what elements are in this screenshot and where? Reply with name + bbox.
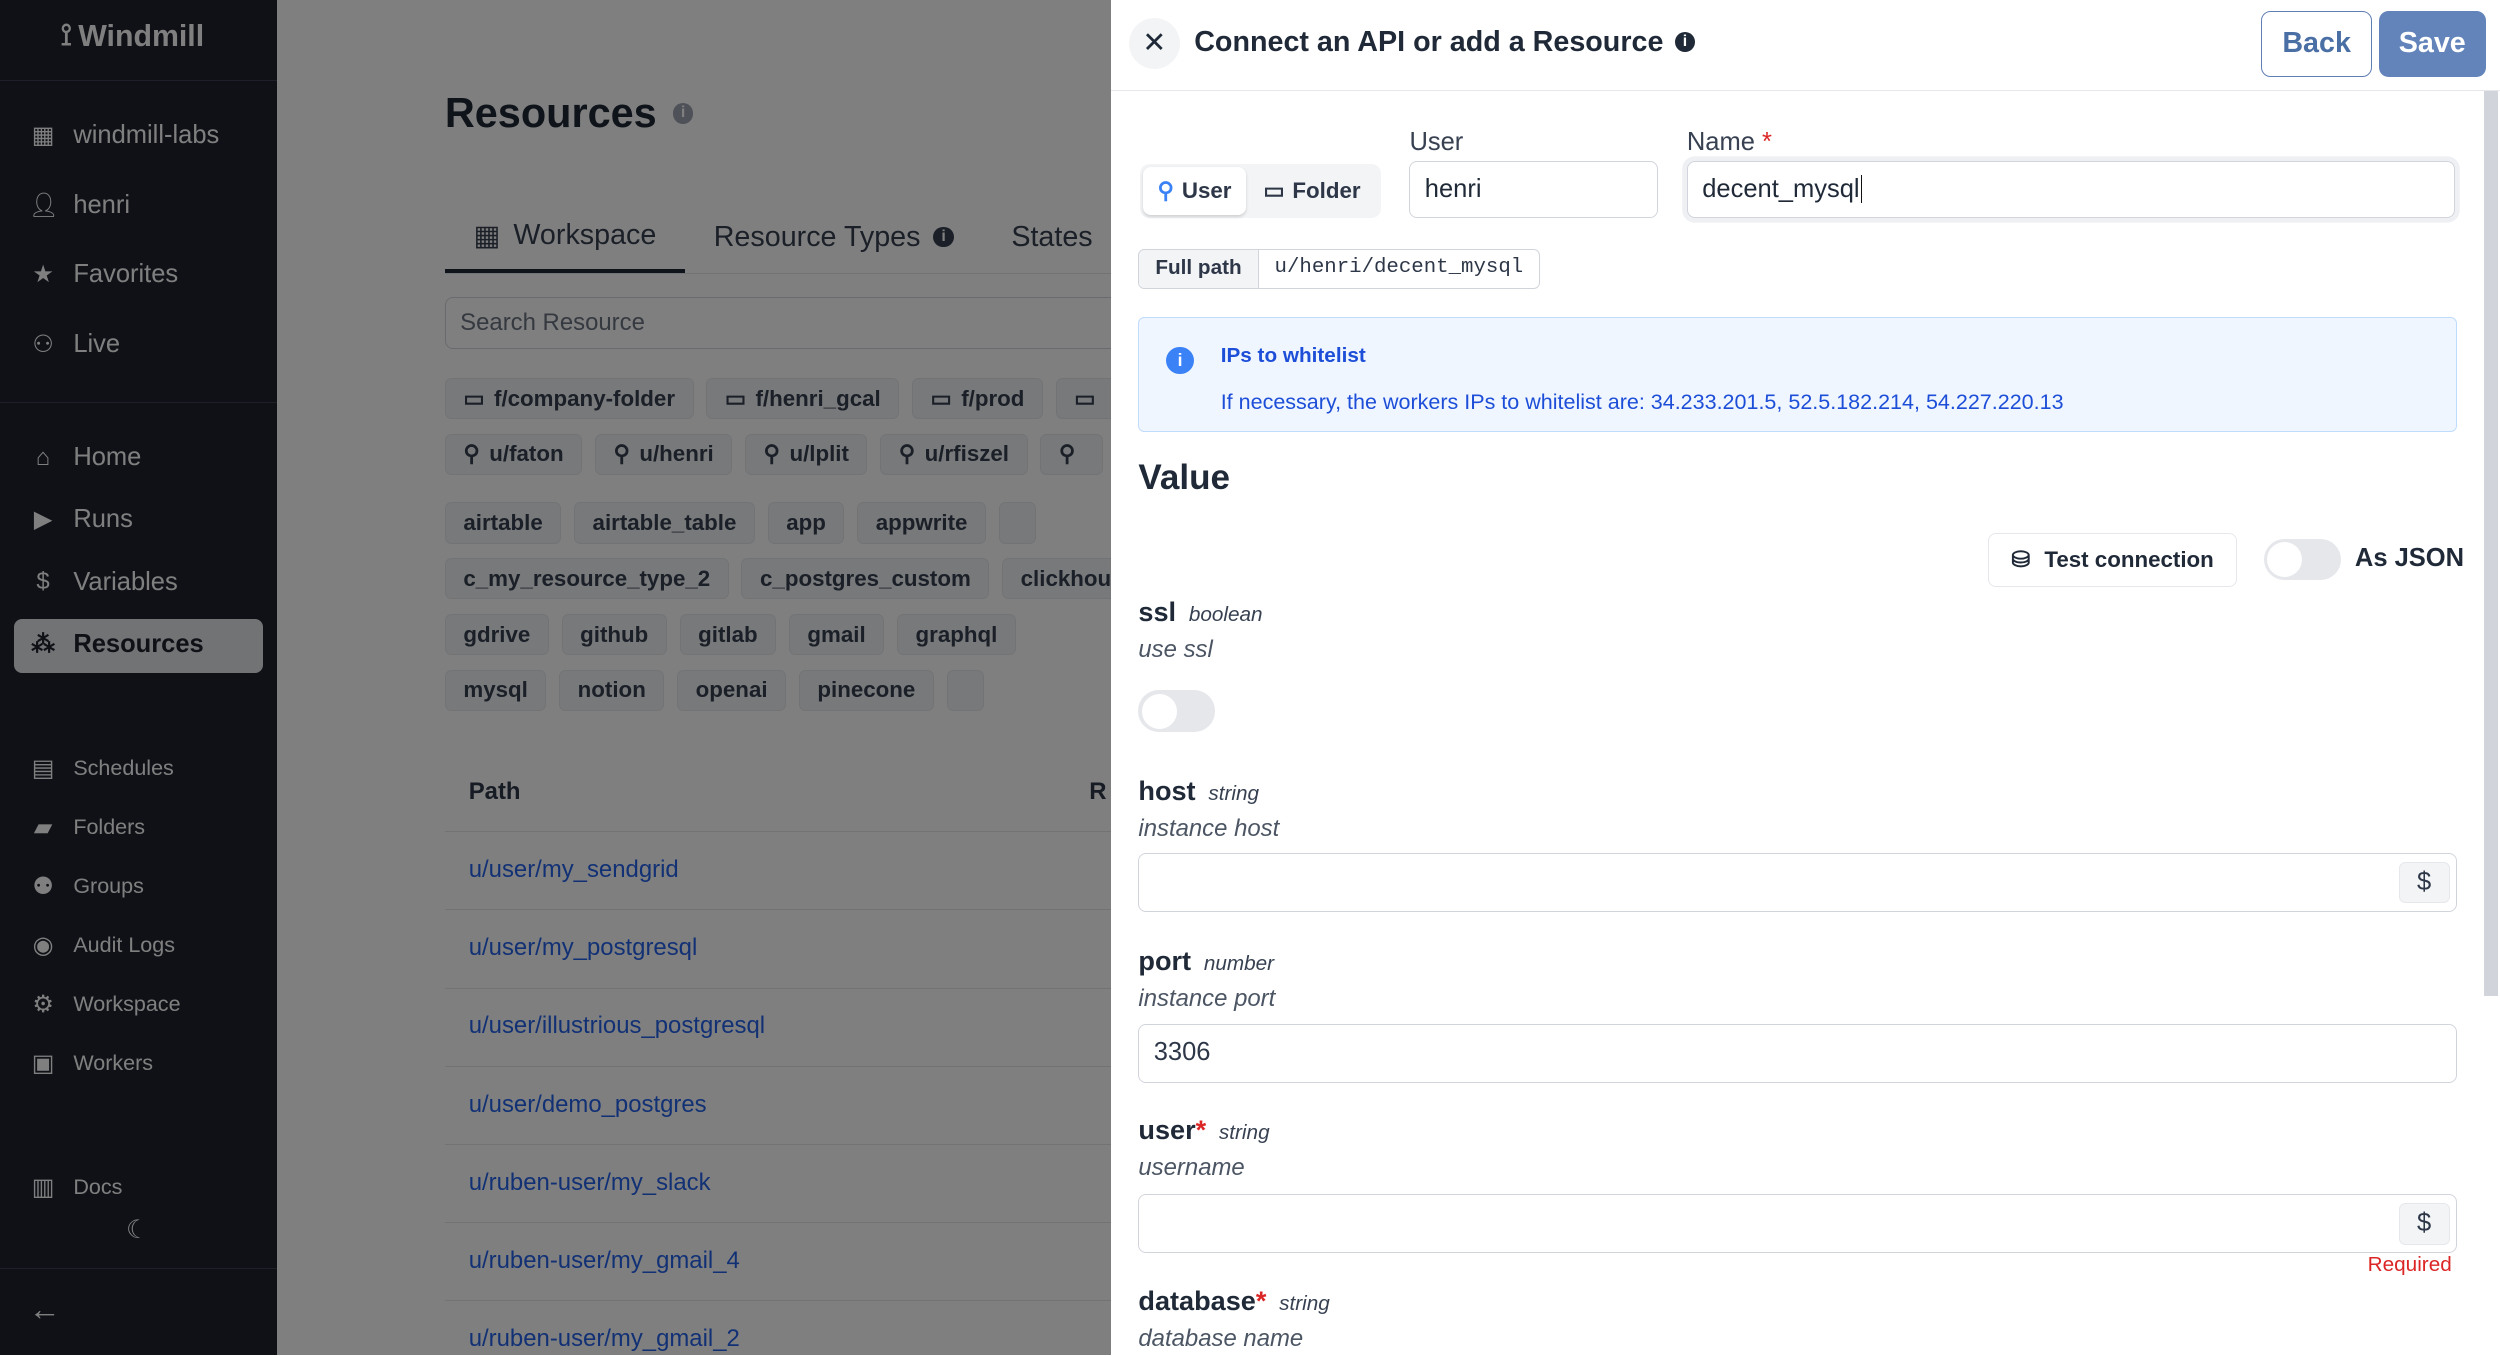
name-label: Name * (1686, 127, 1772, 156)
as-json-toggle[interactable] (2264, 538, 2341, 581)
close-button[interactable]: ✕ (1128, 17, 1180, 69)
name-field[interactable]: decent_mysql (1686, 161, 2456, 219)
database-icon: ⛁ (2011, 546, 2031, 572)
field-database-desc: database name (1138, 1324, 1304, 1352)
full-path: Full path u/henri/decent_mysql (1138, 248, 1541, 289)
required-error: Required (2367, 1253, 2452, 1277)
user-field[interactable]: henri (1409, 161, 1659, 219)
variable-picker-button[interactable]: $ (2398, 1203, 2450, 1245)
field-host-label: host string (1138, 774, 1260, 806)
field-host-desc: instance host (1138, 814, 1280, 842)
save-button[interactable]: Save (2378, 11, 2486, 77)
variable-picker-button[interactable]: $ (2398, 861, 2450, 904)
back-button[interactable]: Back (2260, 11, 2373, 77)
user-label: User (1409, 127, 1464, 156)
field-port-label: port number (1138, 945, 1275, 977)
owner-user-option[interactable]: ⚲ User (1143, 167, 1246, 216)
username-input[interactable]: $ (1138, 1194, 2457, 1254)
alert-text: If necessary, the workers IPs to whiteli… (1220, 390, 2064, 415)
value-heading: Value (1138, 457, 1231, 497)
resource-drawer: ✕ Connect an API or add a Resource i Back… (1111, 0, 2500, 1356)
ip-whitelist-alert: i IPs to whitelist If necessary, the wor… (1138, 317, 2457, 433)
test-connection-button[interactable]: ⛁ Test connection (1988, 532, 2237, 587)
modal-backdrop[interactable] (0, 0, 1112, 1356)
scrollbar[interactable] (2484, 90, 2499, 997)
field-user-label: user* string (1138, 1114, 1270, 1146)
host-input[interactable]: $ (1138, 853, 2457, 912)
info-icon[interactable]: i (1674, 31, 1696, 53)
close-icon: ✕ (1142, 26, 1167, 59)
field-ssl-label: ssl boolean (1138, 596, 1263, 628)
field-port-desc: instance port (1138, 985, 1276, 1013)
port-input[interactable]: 3306 (1138, 1023, 2457, 1083)
owner-folder-option[interactable]: ▭ Folder (1263, 178, 1361, 204)
drawer-header: ✕ Connect an API or add a Resource i Back… (1111, 0, 2500, 91)
text-cursor (1861, 175, 1863, 204)
ssl-toggle[interactable] (1138, 690, 1215, 732)
alert-title: IPs to whitelist (1220, 343, 1366, 367)
field-database-label: database* string (1138, 1285, 1330, 1317)
drawer-title: Connect an API or add a Resource i (1194, 26, 1696, 59)
folder-icon: ▭ (1263, 178, 1285, 204)
owner-kind-toggle: ⚲ User ▭ Folder (1139, 164, 1381, 219)
field-ssl-desc: use ssl (1138, 636, 1213, 664)
info-icon: i (1166, 346, 1194, 375)
field-user-desc: username (1138, 1154, 1245, 1182)
as-json-label: As JSON (2354, 543, 2465, 572)
user-icon: ⚲ (1157, 178, 1174, 204)
